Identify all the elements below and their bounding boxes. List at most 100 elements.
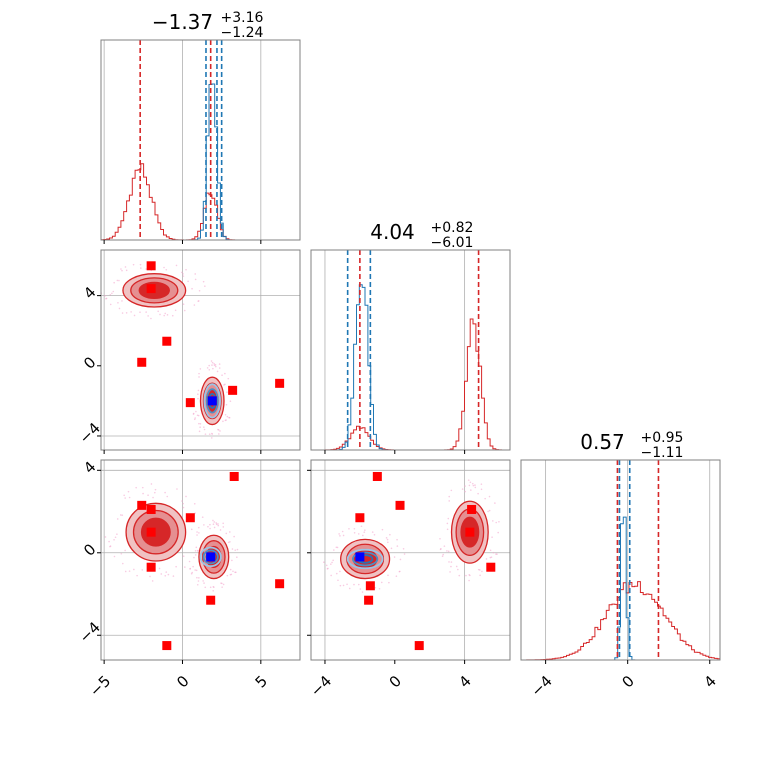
scatter-p2_vs_p0-sample-dot xyxy=(175,565,177,568)
scatter-p1_vs_p0-sample-dot xyxy=(140,267,142,269)
scatter-p2_vs_p0-sample-dot xyxy=(196,534,198,536)
scatter-p2_vs_p1-sample-dot xyxy=(494,502,496,504)
scatter-p2_vs_p0-sample-dot xyxy=(204,586,207,589)
scatter-p2_vs_p1-sample-dot xyxy=(458,574,461,577)
scatter-p2_vs_p1-sample-dot xyxy=(472,484,475,487)
scatter-p2_vs_p1-sample-dot xyxy=(491,520,494,522)
scatter-p2_vs_p1-sample-dot xyxy=(331,561,333,564)
scatter-p1_vs_p0-sample-dot xyxy=(203,426,205,428)
scatter-p1_vs_p0-sample-dot xyxy=(164,312,167,315)
scatter-p2_vs_p0-red-marker-3 xyxy=(146,527,156,537)
scatter-p1_vs_p0-sample-dot xyxy=(104,294,106,297)
scatter-p2_vs_p0-sample-dot xyxy=(182,555,185,558)
scatter-p2_vs_p0-content xyxy=(104,471,285,651)
scatter-p1_vs_p0-sample-dot xyxy=(121,300,123,302)
scatter-p2_vs_p0-sample-dot xyxy=(128,496,131,499)
scatter-p2_vs_p1-sample-dot xyxy=(364,529,366,531)
scatter-p2_vs_p1-sample-dot xyxy=(342,584,345,587)
scatter-p2_vs_p0-red-marker-5 xyxy=(146,562,156,572)
scatter-p1_vs_p0-sample-dot xyxy=(147,315,149,317)
scatter-p2_vs_p1-sample-dot xyxy=(398,570,401,573)
xtick-label-p2-0: −4 xyxy=(527,672,555,700)
scatter-p2_vs_p1-sample-dot xyxy=(339,535,341,537)
scatter-p1_vs_p0-red-marker-4 xyxy=(185,398,195,408)
scatter-p2_vs_p1-sample-dot xyxy=(326,567,329,570)
scatter-p1_vs_p0-sample-dot xyxy=(111,292,113,295)
scatter-p2_vs_p1-sample-dot xyxy=(495,521,498,524)
scatter-p2_vs_p1-red-marker-3 xyxy=(467,504,477,514)
scatter-p1_vs_p0-sample-dot xyxy=(130,311,132,313)
scatter-p2_vs_p0-sample-dot xyxy=(203,524,205,526)
scatter-p2_vs_p0-sample-dot xyxy=(113,538,115,541)
scatter-p1_vs_p0-sample-dot xyxy=(194,278,197,281)
scatter-p2_vs_p0-sample-dot xyxy=(212,519,214,522)
scatter-p2_vs_p0-sample-dot xyxy=(209,527,211,530)
scatter-p2_vs_p0-sample-dot xyxy=(207,525,209,528)
scatter-p1_vs_p0-sample-dot xyxy=(139,263,142,266)
scatter-p2_vs_p1-sample-dot xyxy=(474,484,476,486)
scatter-p2_vs_p1-sample-dot xyxy=(361,591,364,593)
scatter-p2_vs_p0-sample-dot xyxy=(190,528,193,531)
scatter-p2_vs_p0-sample-dot xyxy=(212,589,214,592)
scatter-p2_vs_p1-sample-dot xyxy=(488,495,491,498)
scatter-p1_vs_p0-sample-dot xyxy=(211,361,214,364)
scatter-p2_vs_p1-red-marker-6 xyxy=(365,581,375,591)
scatter-p2_vs_p0-blue-contour-0-0 xyxy=(199,546,222,568)
scatter-p1_vs_p0-sample-dot xyxy=(204,285,206,287)
scatter-p1_vs_p0-sample-dot xyxy=(182,273,184,275)
scatter-p1_vs_p0-sample-dot xyxy=(224,372,226,375)
scatter-p2_vs_p0-sample-dot xyxy=(196,576,198,579)
scatter-p2_vs_p1-sample-dot xyxy=(330,563,332,565)
scatter-p2_vs_p0-sample-dot xyxy=(116,533,118,535)
scatter-p1_vs_p0-sample-dot xyxy=(187,280,189,283)
scatter-p1_vs_p0-sample-dot xyxy=(180,271,183,274)
scatter-p2_vs_p1-content xyxy=(322,471,500,651)
scatter-p1_vs_p0-sample-dot xyxy=(159,313,161,316)
scatter-p2_vs_p1-sample-dot xyxy=(442,553,445,556)
scatter-p1_vs_p0-sample-dot xyxy=(133,314,136,317)
scatter-p2_vs_p0-sample-dot xyxy=(184,566,186,568)
scatter-p2_vs_p1-sample-dot xyxy=(439,537,441,540)
scatter-p2_vs_p0-red-marker-2 xyxy=(185,513,195,523)
scatter-p1_vs_p0-sample-dot xyxy=(226,415,229,418)
scatter-p2_vs_p0-sample-dot xyxy=(194,554,197,556)
scatter-p2_vs_p0-sample-dot xyxy=(220,582,222,584)
scatter-p2_vs_p0-sample-dot xyxy=(228,531,231,533)
scatter-p2_vs_p1-sample-dot xyxy=(449,571,451,573)
scatter-p2_vs_p0-sample-dot xyxy=(147,494,149,496)
scatter-p2_vs_p0-frame xyxy=(100,459,301,661)
scatter-p1_vs_p0-sample-dot xyxy=(165,268,168,271)
title-p2-plus: +0.95 xyxy=(641,430,684,446)
scatter-p2_vs_p0-sample-dot xyxy=(104,536,107,538)
scatter-p2_vs_p1-sample-dot xyxy=(491,536,493,538)
title-p0-median: −1.37 xyxy=(152,10,213,34)
scatter-p2_vs_p0-sample-dot xyxy=(222,522,224,525)
scatter-p1_vs_p0-sample-dot xyxy=(163,266,165,269)
scatter-p2_vs_p0-sample-dot xyxy=(113,555,116,558)
scatter-p2_vs_p0-sample-dot xyxy=(116,518,119,520)
hist-p1-red-step xyxy=(311,318,510,451)
scatter-p2_vs_p0-sample-dot xyxy=(195,546,198,549)
scatter-p2_vs_p0-red-marker-6 xyxy=(206,595,216,605)
scatter-p1_vs_p0-sample-dot xyxy=(226,391,228,394)
scatter-p2_vs_p0-sample-dot xyxy=(128,570,131,572)
scatter-p2_vs_p0-sample-dot xyxy=(202,580,204,582)
scatter-p2_vs_p0-sample-dot xyxy=(151,580,154,582)
scatter-p2_vs_p1-sample-dot xyxy=(353,527,356,530)
scatter-p2_vs_p0-sample-dot xyxy=(182,506,185,509)
scatter-p2_vs_p1-sample-dot xyxy=(380,581,383,584)
scatter-p2_vs_p0-sample-dot xyxy=(232,570,234,573)
scatter-p2_vs_p0-sample-dot xyxy=(198,532,200,534)
scatter-p1_vs_p0-sample-dot xyxy=(109,303,112,306)
scatter-p1_vs_p0-sample-dot xyxy=(224,413,227,416)
scatter-p1_vs_p0-blue-contour-0-1 xyxy=(205,388,219,414)
scatter-p2_vs_p0-sample-dot xyxy=(221,586,223,588)
scatter-p2_vs_p0-sample-dot xyxy=(114,536,117,539)
scatter-p2_vs_p1-sample-dot xyxy=(465,574,467,577)
scatter-p1_vs_p0-red-marker-3 xyxy=(137,357,147,367)
scatter-p2_vs_p0-sample-dot xyxy=(229,568,232,571)
scatter-p2_vs_p0-sample-dot xyxy=(215,523,218,526)
hist-p2-red-step xyxy=(521,581,720,661)
scatter-p2_vs_p1-sample-dot xyxy=(489,549,492,552)
scatter-p2_vs_p0-sample-dot xyxy=(194,569,196,571)
